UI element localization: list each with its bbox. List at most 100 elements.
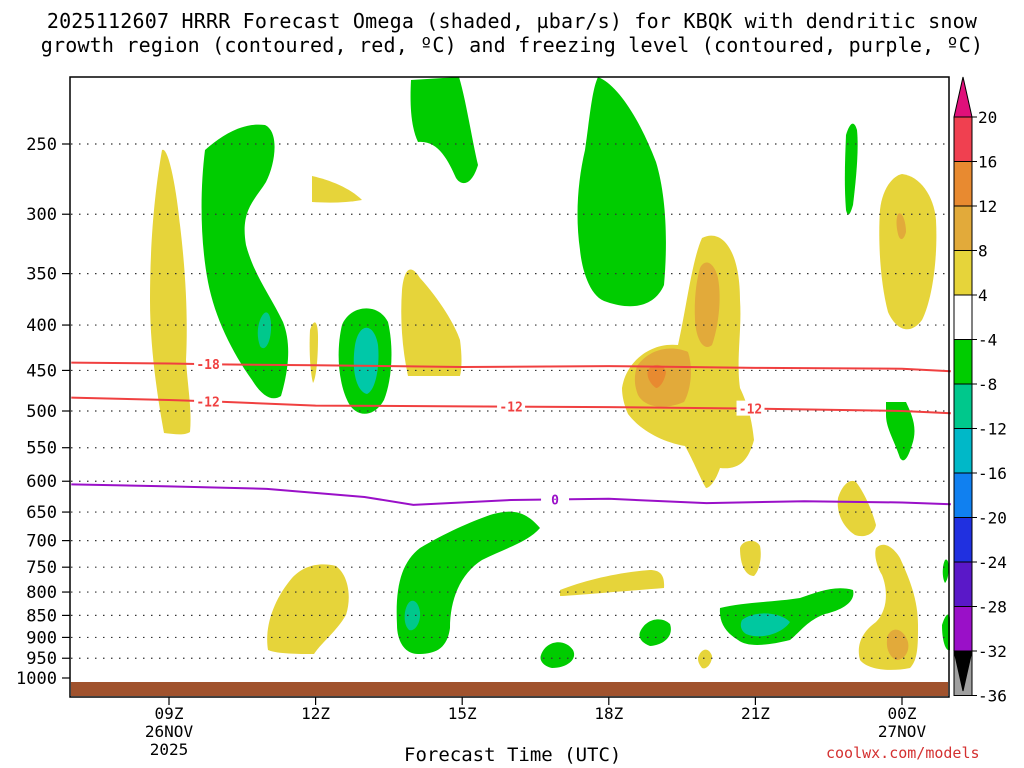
omega-yellow-right-650 (837, 480, 876, 537)
omega-yellow-lower-12z (267, 564, 349, 654)
y-tick-label-650: 650 (26, 503, 57, 523)
y-tick-label-900: 900 (26, 628, 57, 648)
omega-yellow-small-12z-mid (309, 322, 318, 383)
y-tick-label-750: 750 (26, 558, 57, 578)
plot-frame (69, 76, 950, 698)
y-axis: 250 300 350 400 450 500 550 600 650 700 750 800 8509… (16, 135, 70, 689)
colorbar-label--4: -4 (978, 331, 997, 350)
colorbar-bin--28--24 (953, 561, 973, 607)
omega-orange-light-00z-upper (896, 213, 906, 240)
ground-surface (71, 682, 948, 696)
omega-yellow-small-20z (698, 649, 712, 669)
omega-green-small-19z (639, 619, 671, 646)
y-tick-label-250: 250 (26, 135, 57, 155)
omega-yellow-small-21z (740, 540, 761, 576)
omega-green-small-17z (540, 642, 575, 668)
omega-teal-upper-left (257, 312, 272, 349)
omega-green-lower-15z (396, 511, 540, 654)
y-tick-label-300: 300 (26, 205, 57, 225)
colorbar: 20 16 12 8 4 -4 -8 -12 -16 -20 -24 -28 -32 -36 (953, 76, 1007, 706)
x-axis-label: Forecast Time (UTC) (404, 744, 622, 766)
colorbar-label--12: -12 (978, 420, 1007, 439)
source-credit: coolwx.com/models (826, 744, 980, 762)
contour-label-bg-dgz-12-0 (497, 398, 526, 414)
contour-freezing-0 (71, 483, 951, 506)
omega-green-upper-right (844, 123, 858, 215)
colorbar-label--28: -28 (978, 598, 1007, 617)
y-tick-label-800: 800 (26, 583, 57, 603)
omega-shading (71, 77, 950, 696)
omega-yellow-lower-17z (560, 570, 665, 596)
omega-yellow-09z (150, 149, 191, 435)
colorbar-bin--24--20 (953, 517, 973, 563)
colorbar-label--16: -16 (978, 464, 1007, 483)
colorbar-bin--8--4 (953, 339, 973, 385)
omega-teal-lower-21z (740, 613, 790, 637)
y-tick-label-350: 350 (26, 265, 57, 285)
chart-title-line-2: growth region (contoured, red, ºC) and f… (40, 33, 984, 57)
colorbar-bin--20--16 (953, 472, 973, 518)
omega-teal-lower-15z (404, 600, 421, 631)
x-tick-label-12Z: 12Z (301, 704, 330, 723)
contour-label-dgz-12-2: -12 (739, 403, 762, 418)
contour-label-dgz-12-0: -12 (499, 401, 522, 416)
omega-green-upper-18z (577, 77, 666, 307)
y-tick-label-600: 600 (26, 472, 57, 492)
omega-yellow-upper-right (879, 174, 937, 330)
y-tick-label-1000: 1000 (16, 669, 57, 689)
omega-green-edge-750 (942, 559, 949, 583)
colorbar-label--32: -32 (978, 642, 1007, 661)
y-tick-label-400: 400 (26, 316, 57, 336)
contour-label-bg-dgz-12-2 (736, 400, 765, 416)
x-tick-label-09Z: 09Z (155, 704, 184, 723)
contour-dgz-18 (71, 361, 951, 373)
omega-green-right-550 (886, 402, 915, 461)
x-tick-date-09Z: 26NOV (145, 722, 194, 741)
chart-title-line-1: 2025112607 HRRR Forecast Omega (shaded, … (46, 9, 978, 33)
omega-green-upper-15z (410, 77, 478, 184)
colorbar-top-arrow (953, 76, 973, 118)
y-tick-label-700: 700 (26, 532, 57, 552)
colorbar-label--36: -36 (978, 687, 1007, 706)
x-tick-label-18Z: 18Z (594, 704, 623, 723)
colorbar-bottom-arrow (953, 650, 973, 692)
contour-lines: -18 -12 -12 -12 0 (71, 356, 951, 508)
x-tick-year-09Z: 2025 (150, 740, 189, 759)
omega-orange-light-19z-upper (694, 262, 720, 348)
omega-green-edge-900 (942, 614, 950, 651)
y-tick-label-450: 450 (26, 361, 57, 381)
x-tick-label-21Z: 21Z (741, 704, 770, 723)
x-tick-label-00Z: 00Z (888, 704, 917, 723)
colorbar-label-4: 4 (978, 286, 988, 305)
colorbar-bin-8-12 (953, 205, 973, 251)
colorbar-label-16: 16 (978, 153, 997, 172)
colorbar-bin--12--8 (953, 383, 973, 429)
colorbar-label-12: 12 (978, 197, 997, 216)
colorbar-bin--16--12 (953, 428, 973, 474)
colorbar-label--24: -24 (978, 553, 1007, 572)
omega-green-lower-21z (719, 588, 854, 645)
colorbar-bin-16-20 (953, 116, 973, 162)
colorbar-bin--4-4 (953, 294, 973, 340)
colorbar-label--20: -20 (978, 509, 1007, 528)
colorbar-label-8: 8 (978, 242, 988, 261)
y-tick-label-850: 850 (26, 606, 57, 626)
colorbar-label-20: 20 (978, 108, 997, 127)
contour-label-freezing-0-0: 0 (551, 493, 559, 508)
omega-orange-19z (647, 364, 666, 388)
contour-label-bg-dgz-12-1 (194, 393, 223, 409)
omega-teal-mid-12z (353, 327, 379, 394)
contour-dgz-12 (71, 396, 951, 415)
omega-yellow-small-12z-top (312, 176, 362, 203)
y-tick-label-550: 550 (26, 439, 57, 459)
colorbar-bin-12-16 (953, 161, 973, 207)
contour-label-dgz-18-0: -18 (196, 358, 220, 373)
x-tick-label-15Z: 15Z (448, 704, 477, 723)
omega-yellow-14z (401, 269, 462, 376)
colorbar-label--8: -8 (978, 375, 997, 394)
colorbar-bin--32--28 (953, 606, 973, 652)
y-tick-label-500: 500 (26, 402, 57, 422)
contour-label-dgz-12-1: -12 (196, 395, 219, 410)
